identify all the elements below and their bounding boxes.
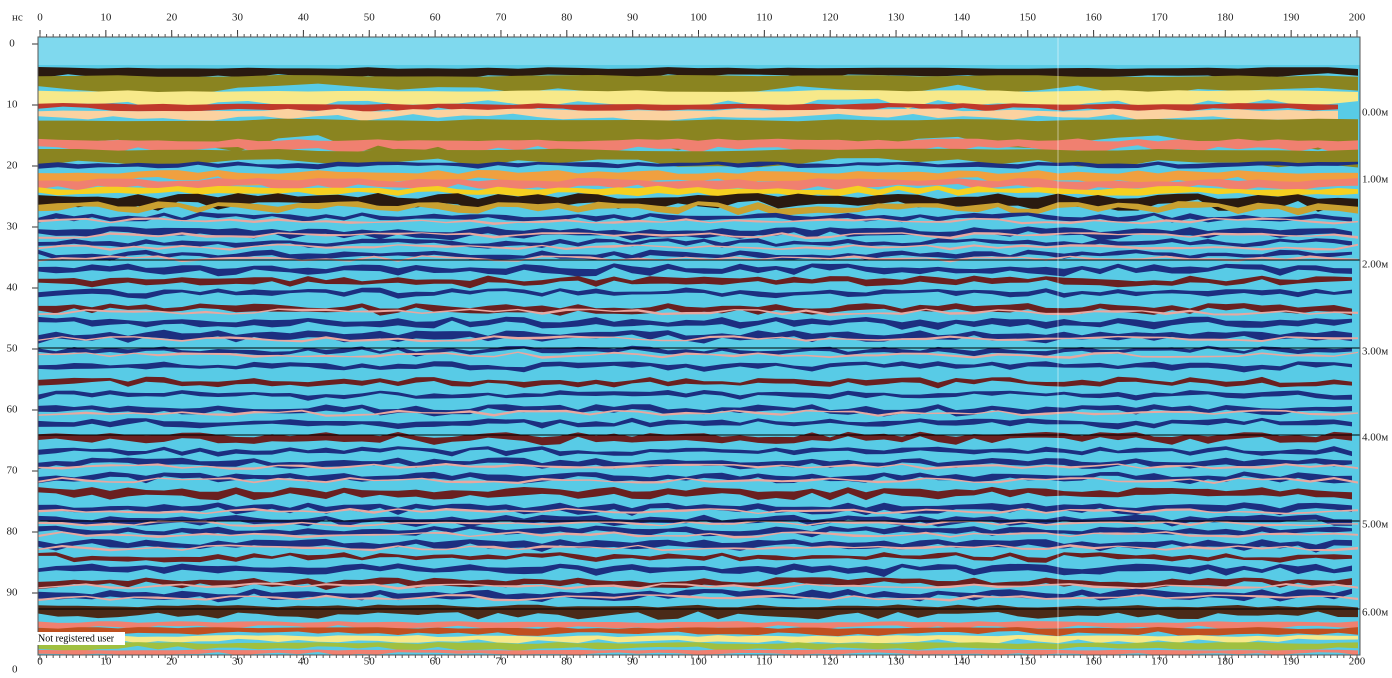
depth-label: 1.00м xyxy=(1362,174,1388,186)
radargram-image xyxy=(38,37,1360,656)
top-tick-label: 20 xyxy=(166,12,178,24)
top-tick-label: 100 xyxy=(690,12,707,24)
top-tick-label: 10 xyxy=(100,12,112,24)
top-tick-label: 200 xyxy=(1349,12,1366,24)
left-tick-label: 10 xyxy=(7,99,19,111)
top-tick-label: 110 xyxy=(756,12,773,24)
time-unit: нс xyxy=(12,12,23,24)
top-tick-label: 160 xyxy=(1085,12,1102,24)
depth-label: 0.00м xyxy=(1362,107,1388,119)
top-tick-label: 120 xyxy=(822,12,839,24)
depth-label: 6.00м xyxy=(1362,607,1388,619)
top-tick-label: 190 xyxy=(1283,12,1300,24)
depth-label: 4.00м xyxy=(1362,432,1388,444)
top-tick-label: 60 xyxy=(430,12,442,24)
left-tick-label: 0 xyxy=(9,38,15,50)
left-tick-label: 40 xyxy=(7,282,19,294)
top-tick-label: 170 xyxy=(1151,12,1168,24)
top-tick-label: 70 xyxy=(495,12,507,24)
depth-label: 3.00м xyxy=(1362,346,1388,358)
radargram-view: 0102030405060708090100110120130140150160… xyxy=(0,0,1392,673)
cut-label: 0 xyxy=(12,664,18,673)
top-tick-label: 130 xyxy=(888,12,905,24)
left-tick-label: 50 xyxy=(7,343,19,355)
left-tick-label: 20 xyxy=(7,160,19,172)
top-tick-label: 180 xyxy=(1217,12,1234,24)
watermark: Not registered user xyxy=(38,633,115,644)
surface-band xyxy=(38,37,1360,65)
left-tick-label: 60 xyxy=(7,404,19,416)
depth-label: 2.00м xyxy=(1362,259,1388,271)
left-tick-label: 70 xyxy=(7,465,19,477)
left-tick-label: 30 xyxy=(7,221,19,233)
top-tick-label: 50 xyxy=(364,12,376,24)
left-tick-label: 80 xyxy=(7,526,19,538)
left-tick-label: 90 xyxy=(7,587,19,599)
top-tick-label: 80 xyxy=(561,12,573,24)
top-tick-label: 30 xyxy=(232,12,244,24)
top-tick-label: 150 xyxy=(1020,12,1037,24)
top-tick-label: 140 xyxy=(954,12,971,24)
depth-label: 5.00м xyxy=(1362,519,1388,531)
top-tick-label: 0 xyxy=(37,12,43,24)
top-tick-label: 40 xyxy=(298,12,310,24)
top-tick-label: 90 xyxy=(627,12,639,24)
